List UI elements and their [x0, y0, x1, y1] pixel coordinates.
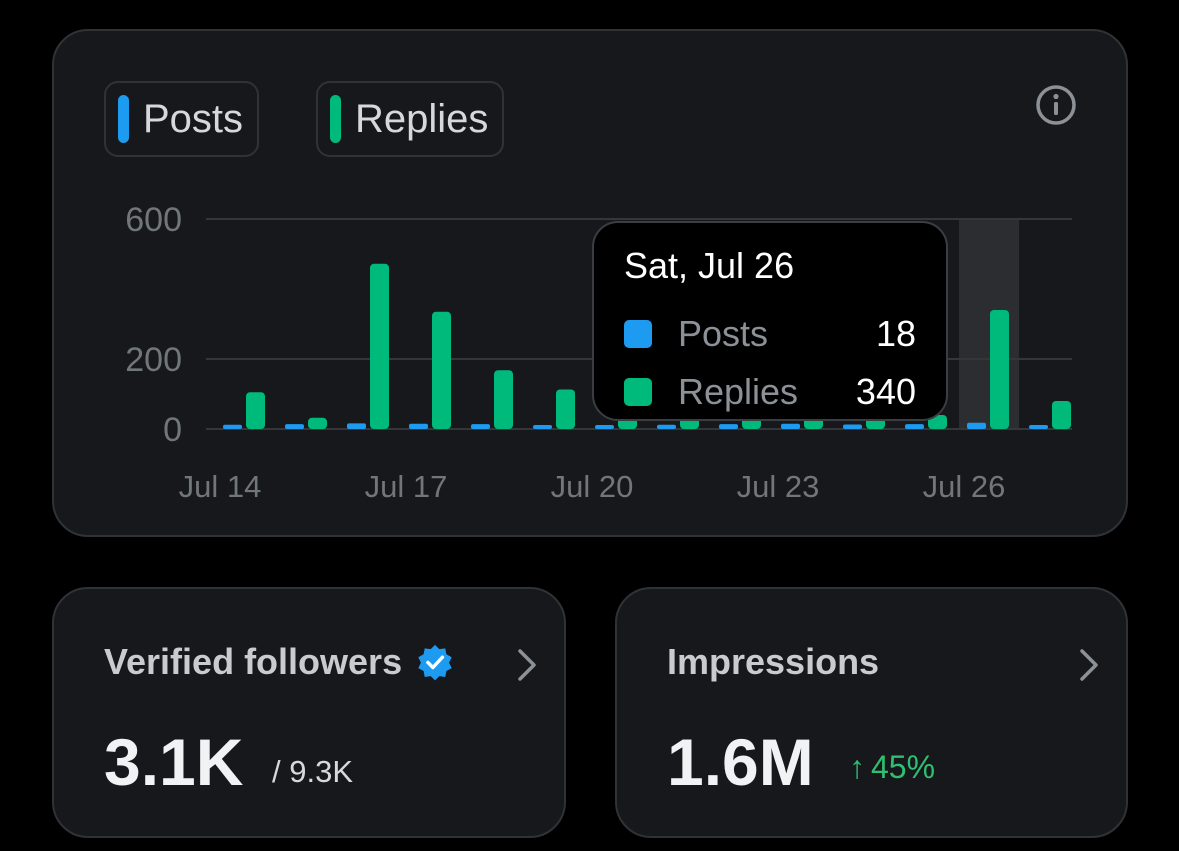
tooltip-replies-label: Replies: [678, 371, 799, 412]
chevron-right-icon[interactable]: [516, 647, 538, 683]
tooltip-date: Sat, Jul 26: [624, 245, 795, 286]
replies-bar: [432, 311, 451, 429]
posts-bar: [409, 423, 428, 429]
bar-chart[interactable]: 600 200 0 Jul 14 Jul 17 Jul 20 Jul 23 Jul 26: [54, 31, 1130, 539]
replies-bar: [308, 417, 327, 429]
tooltip-row-replies: Replies 340: [624, 363, 916, 421]
x-tick-label: Jul 20: [551, 469, 634, 504]
highlight-column: [959, 219, 1019, 429]
legend-replies-toggle[interactable]: Replies: [316, 81, 505, 157]
legend-posts-toggle[interactable]: Posts: [104, 81, 260, 157]
posts-bar: [347, 423, 366, 429]
impressions-change-value: 45%: [871, 749, 936, 785]
posts-bar: [471, 424, 490, 429]
replies-bar: [370, 263, 389, 429]
x-tick-label: Jul 23: [737, 469, 820, 504]
posts-bar: [595, 425, 614, 429]
replies-bar: [556, 389, 575, 429]
tooltip-replies-swatch: [624, 378, 652, 406]
x-tick-label: Jul 17: [365, 469, 448, 504]
replies-bar: [990, 310, 1009, 429]
posts-bar: [223, 424, 242, 429]
posts-bar: [905, 424, 924, 429]
replies-bar: [1052, 401, 1071, 429]
x-tick-label: Jul 14: [179, 469, 262, 504]
posts-bar: [781, 423, 800, 429]
impressions-card[interactable]: Impressions 1.6M ↑ 45%: [615, 587, 1128, 838]
y-tick-label: 200: [125, 341, 182, 379]
legend-posts-label: Posts: [143, 96, 244, 141]
verified-followers-title: Verified followers: [104, 641, 454, 683]
posts-bar: [657, 424, 676, 429]
tooltip-posts-label: Posts: [678, 313, 769, 354]
y-tick-label: 600: [125, 201, 182, 239]
posts-bar: [533, 425, 552, 429]
posts-bar: [967, 422, 986, 429]
chevron-right-icon[interactable]: [1078, 647, 1100, 683]
impressions-title: Impressions: [667, 641, 880, 682]
tooltip-posts-swatch: [624, 320, 652, 348]
posts-color-marker: [118, 95, 129, 143]
legend-replies-label: Replies: [355, 96, 489, 141]
posts-bar: [843, 424, 862, 429]
y-tick-label: 0: [163, 411, 182, 449]
impressions-change: ↑ 45%: [849, 749, 935, 786]
impressions-value: 1.6M: [667, 725, 814, 799]
replies-bar: [494, 370, 513, 429]
tooltip-replies-value: 340: [855, 371, 916, 412]
x-tick-label: Jul 26: [923, 469, 1006, 504]
arrow-up-icon: ↑: [849, 749, 865, 785]
activity-chart-card: 600 200 0 Jul 14 Jul 17 Jul 20 Jul 23 Jul 26 Po…: [52, 29, 1128, 537]
tooltip-row-posts: Posts 18: [624, 305, 916, 363]
tooltip-posts-value: 18: [875, 313, 916, 354]
verified-followers-value: 3.1K: [104, 725, 244, 799]
verified-followers-label: Verified followers: [104, 641, 403, 682]
verified-badge-icon: [418, 644, 452, 681]
posts-bar: [1029, 425, 1048, 429]
total-followers-value: / 9.3K: [272, 754, 353, 789]
info-icon[interactable]: [1034, 83, 1078, 127]
replies-color-marker: [330, 95, 341, 143]
chart-tooltip: Sat, Jul 26 Posts 18 Replies 340: [592, 221, 948, 421]
verified-followers-card[interactable]: Verified followers 3.1K / 9.3K: [52, 587, 566, 838]
replies-bar: [246, 392, 265, 429]
posts-bar: [719, 424, 738, 429]
posts-bar: [285, 424, 304, 429]
